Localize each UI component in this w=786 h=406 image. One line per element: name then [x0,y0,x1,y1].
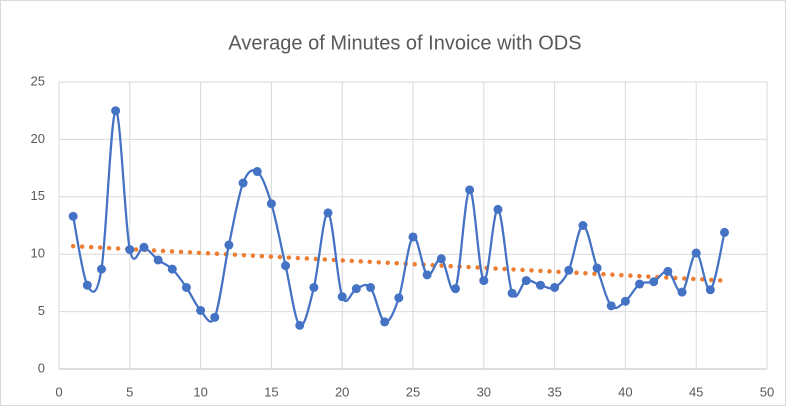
point [153,255,163,265]
point [550,282,560,292]
point [649,277,659,287]
point [366,282,376,292]
x-tick-label: 45 [689,384,703,399]
y-tick-label: 0 [38,360,45,375]
point [196,305,206,315]
point [337,292,347,302]
y-tick-label: 15 [31,188,45,203]
point [564,265,574,275]
x-tick-label: 25 [406,384,420,399]
point [139,242,149,252]
point [606,301,616,311]
chart-title: Average of Minutes of Invoice with ODS [228,32,581,54]
y-tick-label: 10 [31,246,45,261]
point [663,266,673,276]
x-tick-label: 50 [760,384,774,399]
point [691,248,701,258]
point [720,227,730,237]
point [266,199,276,209]
point [210,312,220,322]
point [535,280,545,290]
x-tick-label: 35 [547,384,561,399]
point [125,245,135,255]
point [82,280,92,290]
point [578,221,588,230]
y-tick-label: 20 [31,131,45,146]
point [635,279,645,289]
point [479,276,489,286]
point [181,282,191,292]
point [309,282,319,292]
x-tick-label: 5 [126,384,133,399]
y-tick-label: 5 [38,303,45,318]
x-tick-label: 15 [264,384,278,399]
point [705,285,715,295]
point [323,208,333,218]
point [408,232,418,242]
point [111,106,121,116]
x-tick-label: 20 [335,384,349,399]
trendline [70,243,727,283]
point [96,264,106,274]
point [252,167,262,177]
x-tick-label: 30 [477,384,491,399]
point [281,261,291,271]
point [450,284,460,294]
point [521,276,531,286]
point [493,204,503,214]
point [394,293,404,303]
x-tick-label: 0 [55,384,62,399]
point [224,240,234,250]
point [592,263,602,273]
point [422,270,432,280]
point [677,287,687,297]
point [436,254,446,264]
point [465,185,475,195]
point [295,320,305,330]
point [507,288,517,298]
point [620,296,630,306]
point [380,317,390,327]
x-tick-label: 40 [618,384,632,399]
point [351,284,361,294]
y-tick-label: 25 [31,73,45,88]
point [68,211,78,221]
point [167,264,177,274]
x-tick-label: 10 [193,384,207,399]
point [238,178,248,188]
